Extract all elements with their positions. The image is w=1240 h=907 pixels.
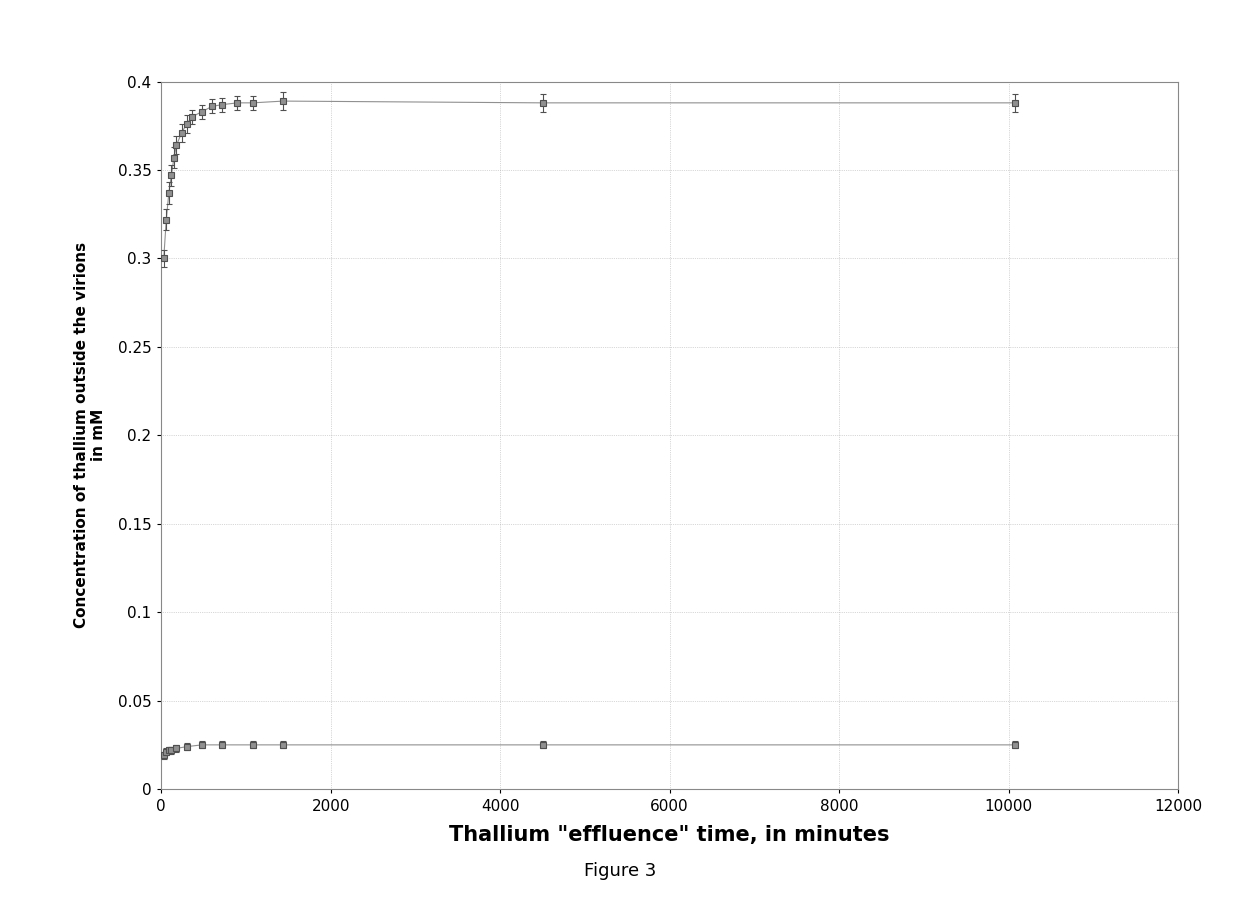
X-axis label: Thallium "effluence" time, in minutes: Thallium "effluence" time, in minutes: [449, 825, 890, 845]
Y-axis label: Concentration of thallium outside the virions
in mM: Concentration of thallium outside the vi…: [74, 242, 107, 629]
Text: Figure 3: Figure 3: [584, 862, 656, 880]
